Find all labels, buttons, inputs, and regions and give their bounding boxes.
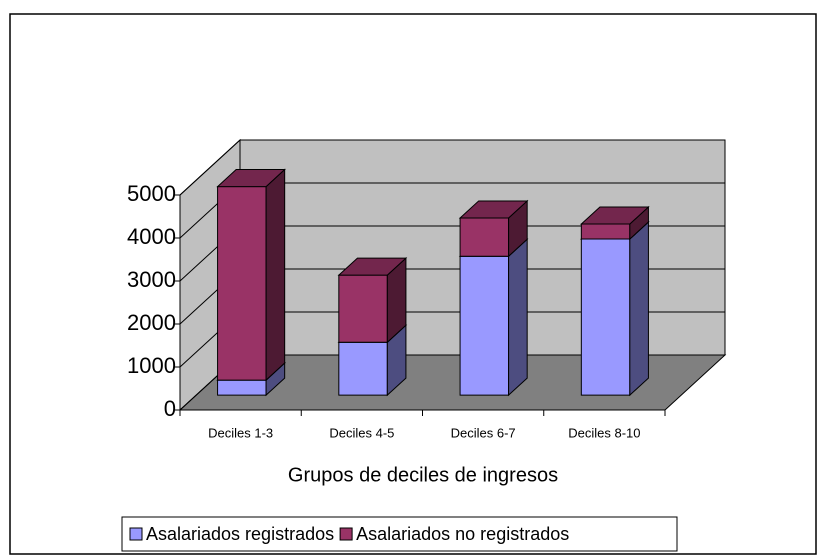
- bar-top: [458, 200, 529, 219]
- bar-side: [508, 238, 528, 397]
- bar-front: [338, 274, 388, 343]
- bar-front: [459, 255, 510, 396]
- bar-side: [629, 220, 649, 397]
- y-tick-label: 0: [164, 396, 176, 421]
- bar-top: [337, 257, 408, 276]
- bar-front: [580, 238, 631, 396]
- legend-swatch: [339, 527, 353, 541]
- grid-line: [179, 139, 725, 196]
- bar-segment: [458, 199, 529, 258]
- legend-swatch: [129, 527, 143, 541]
- legend-label: Asalariados no registrados: [356, 524, 569, 544]
- x-tick-label: Deciles 4-5: [329, 425, 394, 440]
- bar-top: [580, 206, 650, 225]
- legend-box: [121, 516, 678, 552]
- bar-front: [580, 223, 631, 240]
- bar-segment: [580, 205, 650, 241]
- bar-side: [265, 168, 286, 382]
- y-tick-label: 1000: [127, 353, 176, 378]
- legend-label: Asalariados registrados: [146, 524, 334, 544]
- x-tick-label: Deciles 6-7: [451, 425, 516, 440]
- bar-segment: [458, 238, 529, 397]
- x-axis-title: Grupos de deciles de ingresos: [288, 464, 558, 486]
- bar-front: [217, 379, 267, 396]
- bar-segment: [216, 168, 286, 382]
- bar-segment: [580, 220, 650, 397]
- x-tick-label: Deciles 8-10: [568, 425, 640, 440]
- bar-front: [338, 341, 388, 396]
- bar-front: [459, 217, 510, 257]
- bar-top: [216, 169, 286, 188]
- bar-segment: [337, 256, 408, 344]
- x-tick-label: Deciles 1-3: [208, 425, 273, 440]
- bar-front: [217, 186, 267, 381]
- y-tick-label: 5000: [127, 181, 176, 206]
- y-tick-label: 4000: [127, 224, 176, 249]
- y-tick-label: 2000: [127, 310, 176, 335]
- y-tick-label: 3000: [127, 267, 176, 292]
